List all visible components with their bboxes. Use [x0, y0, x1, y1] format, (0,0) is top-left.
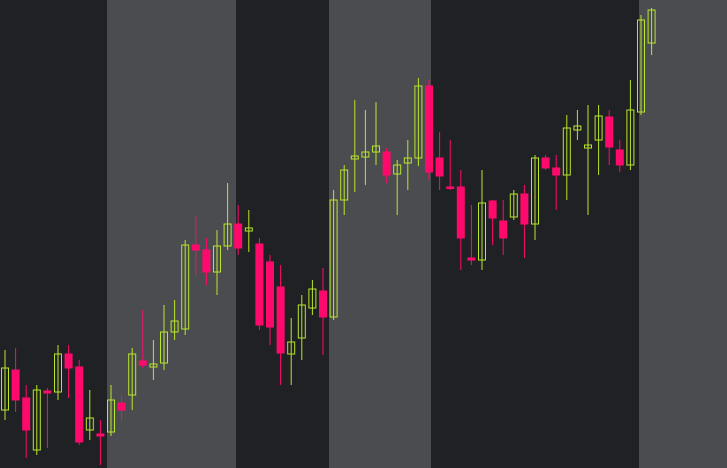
candle-body [372, 145, 380, 153]
candle-body [393, 164, 402, 175]
candle-body [138, 360, 147, 366]
candle-body [22, 397, 31, 431]
candle-body [223, 223, 232, 247]
candle-body [234, 223, 243, 249]
candle-body [128, 353, 137, 396]
candle-body [435, 157, 444, 177]
candle-body [170, 320, 179, 333]
candle-body [244, 227, 253, 232]
candle-body [149, 363, 158, 368]
candle-body [276, 286, 285, 354]
candle-body [605, 116, 614, 148]
candle-body [499, 220, 508, 239]
candle-body [43, 390, 52, 394]
session-band [329, 0, 431, 468]
candle-body [478, 202, 486, 261]
candle-body [160, 331, 168, 364]
candle-body [107, 399, 115, 433]
candle-body [319, 290, 327, 318]
candle-body [520, 193, 529, 225]
candle-body [255, 243, 264, 326]
candle-body [32, 389, 41, 451]
candle-body [456, 186, 465, 239]
candle-body [425, 85, 433, 173]
candle-body [213, 245, 221, 273]
candle-body [181, 244, 190, 330]
candle-body [308, 288, 317, 309]
candle-body [96, 433, 105, 437]
candle-body [329, 199, 338, 318]
candle-body [594, 115, 603, 141]
candle-body [350, 155, 359, 160]
candle-body [584, 144, 592, 149]
candle-body [626, 109, 635, 166]
candle-body [414, 85, 423, 159]
candle-body [54, 353, 62, 393]
candle-body [552, 167, 561, 176]
candle-body [297, 304, 306, 339]
candle-body [509, 193, 518, 218]
candle-body [637, 19, 645, 113]
candle-body [340, 169, 349, 201]
candle-body [11, 369, 20, 401]
candle-body [287, 341, 296, 355]
candle-body [64, 353, 73, 369]
candle-body [562, 127, 571, 176]
candle-body [117, 402, 126, 411]
candle-body [75, 366, 84, 443]
candle-body [446, 186, 455, 189]
candle-body [85, 417, 94, 431]
candle-body [531, 157, 539, 225]
candle-body [488, 200, 497, 219]
candle-body [266, 261, 274, 328]
session-band [639, 0, 727, 468]
candle-body [467, 257, 476, 261]
candle-body [382, 151, 391, 176]
candle-body [403, 157, 412, 164]
candle-body [573, 125, 582, 131]
candle-body [202, 249, 211, 273]
candle-body [541, 157, 550, 169]
candle-body [191, 244, 200, 251]
candle-body [615, 149, 624, 166]
candle-body [1, 367, 9, 411]
candle-body [361, 151, 370, 158]
candle-body [647, 9, 656, 44]
